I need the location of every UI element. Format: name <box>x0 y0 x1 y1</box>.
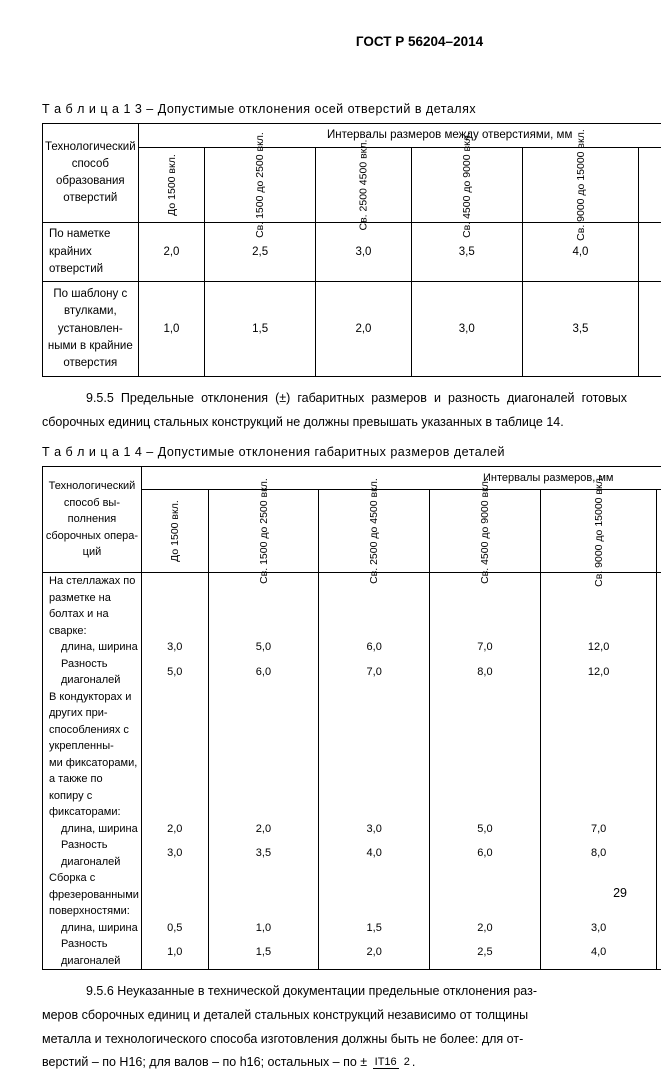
fraction: IT16 2 <box>373 1057 412 1069</box>
page-header: ГОСТ Р 56204–2014 <box>212 32 627 52</box>
table14: Технологический способ вы- полнения сбор… <box>42 466 661 971</box>
table-row: По наметке крайних отверстий 2,0 2,5 3,0… <box>43 223 661 282</box>
table13-caption: Т а б л и ц а 1 3 – Допустимые отклонени… <box>42 100 627 119</box>
table-row: Разность диагоналей 1,0 1,5 2,0 2,5 4,0 … <box>43 936 661 970</box>
para-9-5-6-line4: верстий – по Н16; для валов – по h16; ос… <box>42 1051 627 1075</box>
para-9-5-5: 9.5.5 Предельные отклонения (±) габаритн… <box>42 387 627 435</box>
t14-spanheader: Интервалы размеров, мм <box>141 466 661 490</box>
table-row: По шаблону с втулками, установлен- ными … <box>43 282 661 377</box>
para-9-5-6-line1: 9.5.6 Неуказанные в технической документ… <box>42 980 627 1004</box>
t14-colheader: Технологический способ вы- полнения сбор… <box>43 466 142 573</box>
table13: Технологический способ образования отвер… <box>42 123 661 377</box>
table-row: Разность диагоналей 3,0 3,5 4,0 6,0 8,0 … <box>43 837 661 870</box>
para-9-5-6-line2: меров сборочных единиц и деталей стальны… <box>42 1004 627 1028</box>
t13-colheader: Технологический способ образования отвер… <box>43 124 139 223</box>
table-row: На стеллажах по разметке на болтах и на … <box>43 573 661 640</box>
table-row: длина, ширина 3,0 5,0 6,0 7,0 12,0 14,0 … <box>43 639 661 656</box>
para-9-5-6-line3: металла и технологического способа изгот… <box>42 1028 627 1052</box>
table14-caption: Т а б л и ц а 1 4 – Допустимые отклонени… <box>42 443 627 462</box>
table-row: длина, ширина 2,0 2,0 3,0 5,0 7,0 8,0 - … <box>43 821 661 838</box>
table-row: В кондукторах и других при- способлениях… <box>43 689 661 821</box>
table-row: Сборка с фрезерованными поверхностями: <box>43 870 661 920</box>
table-row: Разность диагоналей 5,0 6,0 7,0 8,0 12,0… <box>43 656 661 689</box>
table-row: длина, ширина 0,5 1,0 1,5 2,0 3,0 4,0 - … <box>43 920 661 937</box>
page-number: 29 <box>613 884 627 903</box>
